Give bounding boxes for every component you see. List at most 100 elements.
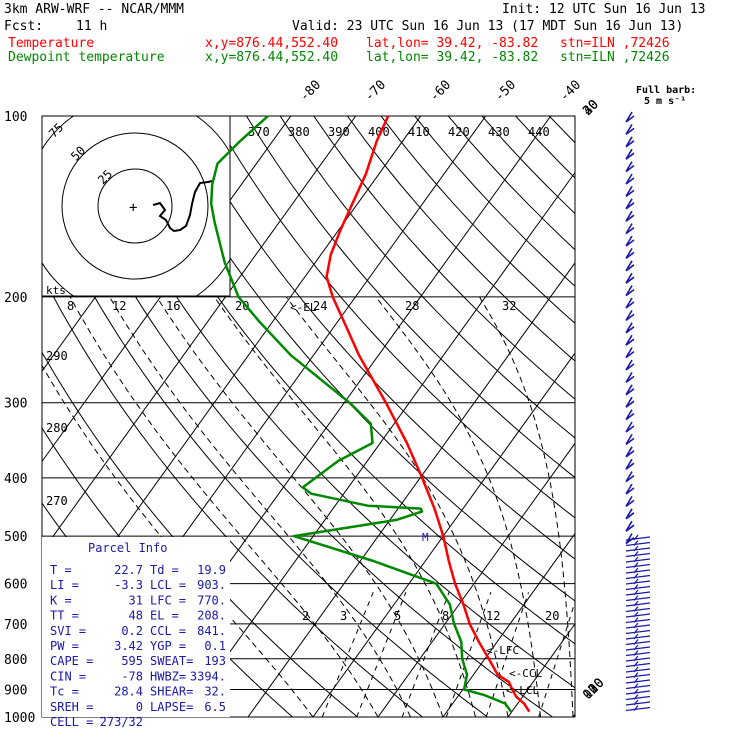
wind-barb [625,458,635,470]
wind-barb [625,672,651,679]
theta-label: 440 [528,125,550,139]
theta-label: 430 [488,125,510,139]
wind-barb [625,148,635,160]
dry-adiabat [548,116,575,144]
dry-adiabat [346,116,575,362]
ccl-marker: <-CCL [509,667,542,680]
wind-barb [625,495,635,508]
speed-scale-label: 8 [67,299,74,313]
wind-barb [625,606,651,613]
parcel-row-label: CIN = [50,669,86,683]
wind-barb [625,600,651,607]
parcel-info-panel: Parcel Info T = 22.7 Td = 19.9 LI = -3.3 LCL =… [42,537,230,729]
dewpoint-latlon: lat,lon= 39.42, -83.82 [366,50,539,65]
wind-barb [625,123,635,136]
parcel-row-label: CAPE = [50,654,93,668]
parcel-row-label: HWBZ= [150,669,186,683]
isotherm-label: -50 [492,78,519,105]
forecast-hour: 11 h [76,19,108,34]
parcel-row-label: EL = [150,609,179,623]
dry-adiabat [42,273,423,717]
wind-barb [625,359,635,371]
wind-barb [625,622,651,629]
isotherm-label: -70 [362,78,389,105]
dry-adiabat-label: 290 [46,349,68,363]
wind-barb [625,611,651,618]
mixing-ratio-label: 5 [394,609,401,623]
parcel-row-value: 0 [136,700,143,714]
parcel-row-label: SREH = [50,700,93,714]
parcel-row-label: Tc = [50,685,79,699]
dry-adiabat [245,116,575,479]
wind-barb [625,260,635,272]
wind-barb [625,384,635,396]
wind-barb [625,272,635,284]
parcel-row-label: PW = [50,639,79,653]
dewpoint-station: stn=ILN ,72426 [560,50,670,65]
dry-adiabat [44,116,553,717]
parcel-row-label: T = [50,563,72,577]
wind-barb [625,573,651,580]
theta-label: 390 [328,125,350,139]
parcel-row-value: 32. [204,685,226,699]
isotherm-line [312,352,575,717]
wind-barb [625,371,635,384]
parcel-row-label: LFC = [150,593,186,607]
parcel-row-label: YGP = [150,639,186,653]
wind-barb [625,545,651,552]
hodograph-kts-label: kts [46,284,66,297]
forecast-label: Fcst: [4,19,44,34]
wind-barb [625,111,635,123]
parcel-row-label: SHEAR= [150,685,193,699]
parcel-row-label: CCL = [150,624,186,638]
parcel-row-label: Td = [150,563,179,577]
wind-barb [625,628,651,635]
wind-barb [625,223,635,235]
pressure-label-200: 200 [4,291,27,306]
mixing-ratio-label: 3 [340,609,347,623]
moist-adiabat [213,296,476,717]
pressure-label-300: 300 [4,397,27,412]
dry-adiabat [178,116,575,560]
mixing-ratio-label: 12 [486,609,500,623]
el-marker: <-EL [290,301,317,314]
wind-barb [625,595,651,602]
parcel-info-title: Parcel Info [88,541,167,555]
moist-adiabat [109,296,411,717]
mixing-ratio-label: 2 [302,609,309,623]
wind-barb [625,508,635,520]
wind-barb [625,185,635,198]
dry-adiabat [481,116,575,215]
parcel-row-value: -3.3 [114,578,143,592]
speed-scale-label: 20 [235,299,249,313]
mixing-ratio-label: 20 [545,609,559,623]
isotherm-label: -80 [297,78,324,105]
valid-time: Valid: 23 UTC Sun 16 Jun 13 (17 MDT Sun … [292,19,684,34]
dry-adiabat [313,116,575,400]
parcel-row-value: 0.1 [204,639,226,653]
wind-barb [625,677,651,684]
speed-scale-label: 24 [313,299,327,313]
wind-barb [625,396,635,408]
init-time: Init: 12 UTC Sun 16 Jun 13 [502,2,706,17]
wind-barb [625,309,635,322]
parcel-row-value: 208. [197,609,226,623]
isotherm-line [182,171,575,717]
speed-scale-label: 16 [166,299,180,313]
wind-barb [625,666,651,673]
parcel-row-label: LI = [50,578,79,592]
pressure-label-400: 400 [4,472,27,487]
theta-label: 380 [288,125,310,139]
moist-adiabat [285,296,509,717]
parcel-row-value: 595 [121,654,143,668]
wind-barb [625,639,651,646]
wind-barb [625,297,635,309]
dry-adiabat [279,116,575,439]
moist-adiabat [576,297,606,717]
wind-barb [625,322,635,334]
parcel-row-value: 22.7 [114,563,143,577]
wind-barb [625,540,651,547]
theta-label: 410 [408,125,430,139]
isotherm-line [572,713,575,717]
parcel-row-value: 28.4 [114,685,143,699]
